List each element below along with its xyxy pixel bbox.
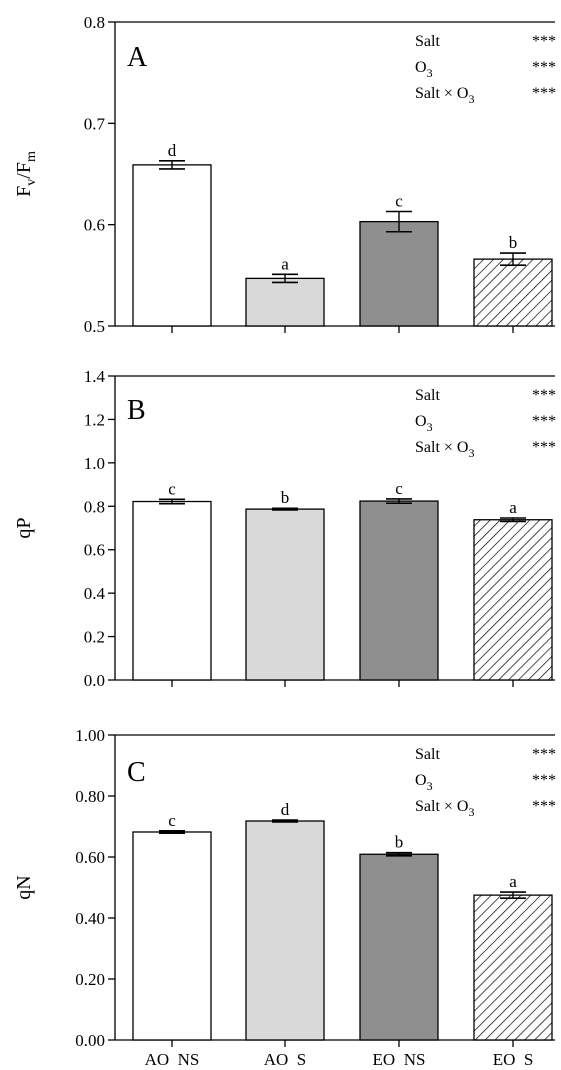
stats-significance: *** <box>532 439 556 456</box>
significance-letter: c <box>168 479 176 498</box>
y-tick-label: 0.20 <box>75 970 105 989</box>
significance-letter: a <box>509 872 517 891</box>
x-tick-label: EO S <box>493 1050 534 1069</box>
stats-significance: *** <box>532 746 556 763</box>
stats-label: O3 <box>415 59 433 80</box>
stats-significance: *** <box>532 772 556 789</box>
error-bar <box>272 273 298 284</box>
y-axis-label: qP <box>13 517 35 538</box>
error-bar <box>272 819 298 823</box>
stats-label: O3 <box>415 772 433 793</box>
stats-significance: *** <box>532 798 556 815</box>
bar <box>473 519 553 681</box>
stats-significance: *** <box>532 85 556 102</box>
bar <box>132 164 212 327</box>
chart-panel-a: 0.5 0.6 0.7 0.8 Fv/Fm A Salt *** O3 *** Salt × O3 *… <box>13 13 556 336</box>
error-bar <box>386 498 412 505</box>
significance-letter: c <box>395 479 403 498</box>
x-tick-label: EO NS <box>373 1050 426 1069</box>
chart-panel-b: 0.0 0.2 0.4 0.6 0.8 1.0 1.2 1.4 qP B Salt *** O3 *** S… <box>13 367 556 690</box>
significance-letter: c <box>395 191 403 210</box>
stats-label: Salt × O3 <box>415 85 474 106</box>
bar <box>359 853 439 1041</box>
stats-significance: *** <box>532 59 556 76</box>
panel-letter: C <box>127 757 146 788</box>
y-tick-label: 1.0 <box>84 454 105 473</box>
y-tick-label: 0.80 <box>75 787 105 806</box>
y-tick-label: 0.40 <box>75 909 105 928</box>
error-bar <box>500 252 526 267</box>
significance-letter: a <box>509 498 517 517</box>
stats-label: Salt <box>415 746 440 763</box>
y-tick-label: 0.00 <box>75 1031 105 1050</box>
stats-significance: *** <box>532 387 556 404</box>
error-bar <box>386 210 412 233</box>
stats-label: O3 <box>415 413 433 434</box>
bar <box>245 277 325 327</box>
stats-label: Salt × O3 <box>415 439 474 460</box>
y-tick-label: 0.7 <box>84 114 106 133</box>
error-bar <box>159 160 185 170</box>
significance-letter: c <box>168 811 176 830</box>
significance-letter: d <box>168 141 177 160</box>
y-tick-label: 0.0 <box>84 671 105 690</box>
bar <box>359 220 439 327</box>
y-tick-label: 1.2 <box>84 410 105 429</box>
error-bar <box>159 829 185 835</box>
stats-significance: *** <box>532 33 556 50</box>
error-bar <box>500 517 526 523</box>
bar <box>245 820 325 1041</box>
y-tick-label: 0.4 <box>84 584 106 603</box>
bar <box>473 258 553 327</box>
chart-panel-c: 0.00 0.20 0.40 0.60 0.80 1.00 qN C Salt *** O3 *** S… <box>13 726 556 1069</box>
y-tick-label: 0.6 <box>84 216 105 235</box>
y-tick-label: 0.60 <box>75 848 105 867</box>
bar <box>132 831 212 1041</box>
y-tick-label: 1.00 <box>75 726 105 745</box>
error-bar <box>272 507 298 511</box>
significance-letter: a <box>281 254 289 273</box>
y-tick-label: 0.2 <box>84 628 105 647</box>
bar <box>245 508 325 681</box>
stats-significance: *** <box>532 413 556 430</box>
y-tick-label: 1.4 <box>84 367 106 386</box>
x-tick-label: AO S <box>264 1050 307 1069</box>
error-bar <box>159 498 185 505</box>
y-tick-label: 0.8 <box>84 13 105 32</box>
bar <box>132 500 212 681</box>
bar <box>473 894 553 1041</box>
y-axis-label: qN <box>13 875 35 899</box>
significance-letter: d <box>281 800 290 819</box>
significance-letter: b <box>509 233 518 252</box>
error-bar <box>500 891 526 899</box>
x-tick-label: AO NS <box>145 1050 200 1069</box>
significance-letter: b <box>281 488 290 507</box>
significance-letter: b <box>395 833 404 852</box>
panel-letter: B <box>127 395 146 426</box>
y-tick-label: 0.6 <box>84 541 105 560</box>
y-tick-label: 0.8 <box>84 497 105 516</box>
stats-label: Salt × O3 <box>415 798 474 819</box>
y-tick-label: 0.5 <box>84 317 105 336</box>
panel-letter: A <box>127 42 148 73</box>
error-bar <box>386 851 412 857</box>
bar <box>359 500 439 681</box>
stats-label: Salt <box>415 387 440 404</box>
stats-label: Salt <box>415 33 440 50</box>
y-axis-label: Fv/Fm <box>13 151 39 197</box>
